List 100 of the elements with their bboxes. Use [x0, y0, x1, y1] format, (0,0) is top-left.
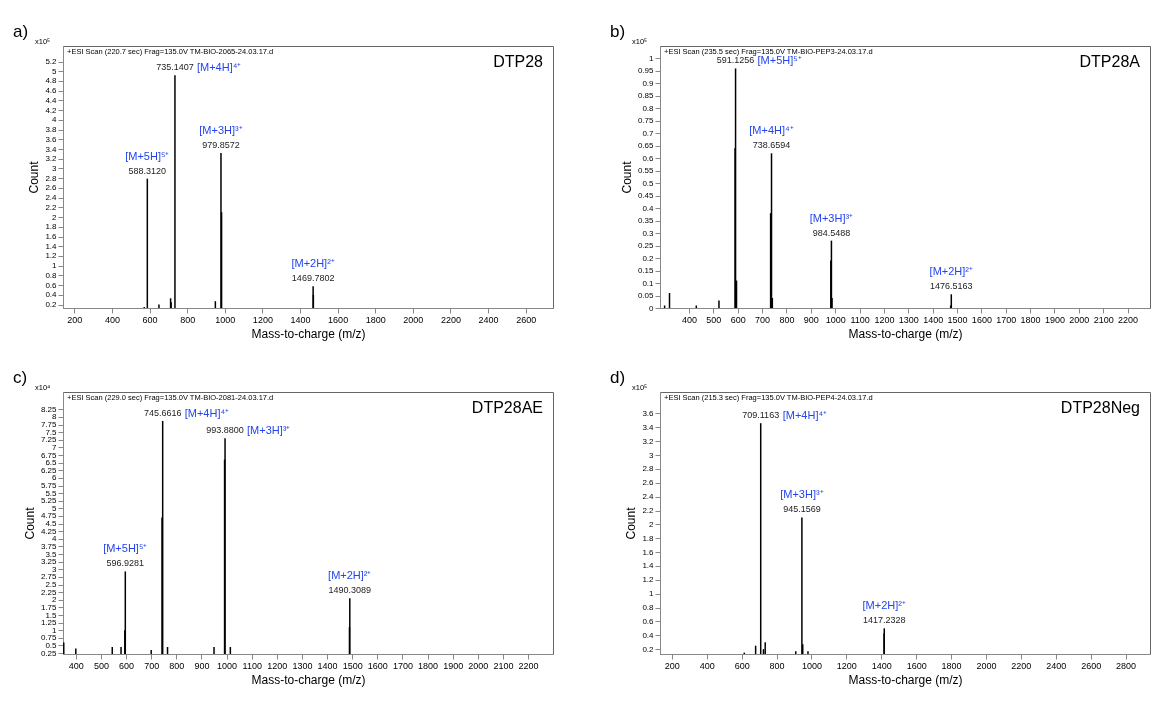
- x-tick-label: 2000: [976, 660, 997, 671]
- x-tick-label: 800: [779, 314, 795, 325]
- y-tick-label: 1: [52, 261, 58, 271]
- x-tick-label: 2600: [516, 314, 537, 325]
- x-tick-label: 1100: [850, 314, 870, 325]
- x-tick-label: 2200: [1011, 660, 1032, 671]
- y-tick-label: 3.8: [45, 125, 58, 135]
- y-tick-label: 0.8: [642, 103, 655, 113]
- x-tick-label: 1000: [215, 314, 236, 325]
- x-tick-label: 1500: [342, 660, 363, 671]
- annotation: 709.1163: [742, 410, 780, 421]
- x-tick-label: 1300: [292, 660, 313, 671]
- x-tick-label: 700: [144, 660, 160, 671]
- x-tick-label: 800: [169, 660, 185, 671]
- y-tick-label: 0.8: [642, 603, 655, 613]
- annotation: 738.6594: [752, 140, 791, 151]
- y-tick-label: 2.8: [642, 464, 655, 474]
- x-tick-label: 2400: [478, 314, 499, 325]
- y-tick-label: 2.2: [45, 202, 58, 212]
- x-tick-label: 1400: [871, 660, 892, 671]
- x-tick-label: 1000: [825, 314, 846, 325]
- x-axis-title: Mass-to-charge (m/z): [251, 672, 366, 687]
- x-tick-label: 1400: [290, 314, 311, 325]
- x-tick-label: 600: [734, 660, 750, 671]
- x-tick-label: 1100: [242, 660, 262, 671]
- y-tick-label: 4: [52, 115, 58, 125]
- annotation: [M+2H]²⁺: [929, 265, 974, 278]
- y-tick-label: 8: [52, 412, 58, 422]
- y-tick-label: 0.5: [45, 640, 58, 650]
- y-tick-label: 0.9: [642, 78, 655, 88]
- x-tick-label: 1000: [217, 660, 238, 671]
- y-tick-label: 6.75: [40, 450, 58, 460]
- y-tick-label: 3.6: [642, 408, 655, 418]
- annotation: [M+2H]²⁺: [862, 599, 906, 612]
- y-tick-label: 3: [649, 450, 655, 460]
- annotation: 588.3120: [128, 165, 167, 176]
- y-tick-label: 5: [52, 503, 58, 513]
- x-tick-label: 500: [706, 314, 722, 325]
- y-tick-label: 0.35: [637, 216, 655, 226]
- x-tick-label: 1200: [836, 660, 857, 671]
- y-tick-label: 2.8: [45, 173, 58, 183]
- y-tick-label: 3: [52, 163, 58, 173]
- x-tick-label: 2000: [1069, 314, 1090, 325]
- x-tick-label: 500: [93, 660, 109, 671]
- x-tick-label: 1800: [418, 660, 439, 671]
- y-tick-label: 0.05: [637, 291, 655, 301]
- y-tick-label: 1.25: [40, 618, 58, 628]
- y-tick-label: 1.5: [45, 610, 58, 620]
- y-tick-label: 7: [52, 442, 58, 452]
- x-tick-label: 400: [681, 314, 698, 325]
- y-tick-label: 1.8: [45, 222, 58, 232]
- y-tick-label: 2.2: [642, 506, 655, 516]
- y-tick-label: 1.4: [45, 241, 58, 251]
- y-tick-label: 5: [52, 66, 58, 76]
- y-tick-label: 5.25: [40, 496, 58, 506]
- annotation: 1490.3089: [328, 585, 372, 596]
- y-tick-label: 4.4: [45, 95, 58, 105]
- annotation: [M+3H]³⁺: [247, 424, 291, 437]
- x-tick-label: 1800: [1020, 314, 1041, 325]
- annotation: 993.8800: [206, 425, 244, 436]
- y-tick-label: 5.75: [40, 481, 58, 491]
- y-tick-label: 3.4: [45, 144, 58, 154]
- y-tick-label: 4: [52, 534, 58, 544]
- annotation: 979.8572: [202, 139, 240, 150]
- y-tick-label: 1.75: [40, 602, 58, 612]
- chart-title: DTP28: [493, 53, 544, 70]
- y-tick-label: 2: [52, 595, 58, 605]
- x-axis-title: Mass-to-charge (m/z): [848, 326, 963, 341]
- y-tick-label: 0.6: [642, 153, 655, 163]
- annotation: 596.9281: [106, 558, 145, 569]
- x-tick-label: 800: [180, 314, 196, 325]
- annotation: [M+4H]⁴⁺: [749, 124, 794, 137]
- y-axis-title: Count: [22, 506, 37, 540]
- y-tick-label: 1.6: [45, 232, 58, 242]
- y-tick-label: 8.25: [40, 404, 58, 414]
- annotation: 745.6616: [143, 407, 182, 418]
- y-tick-label: 1.8: [642, 533, 655, 543]
- y-tick-label: 0.55: [637, 166, 655, 176]
- y-tick-label: 4.5: [45, 519, 58, 529]
- y-tick-label: 2: [649, 519, 655, 529]
- x-tick-label: 1200: [252, 314, 273, 325]
- y-tick-label: 1.4: [642, 561, 655, 571]
- x-tick-label: 600: [119, 660, 135, 671]
- y-tick-label: 0.75: [637, 116, 655, 126]
- annotation: 984.5488: [812, 227, 851, 238]
- x-tick-label: 1700: [996, 314, 1017, 325]
- x-axis-title: Mass-to-charge (m/z): [848, 672, 963, 687]
- y-tick-label: 2.5: [45, 580, 58, 590]
- x-tick-label: 2000: [468, 660, 489, 671]
- y-tick-label: 3.75: [40, 541, 58, 551]
- y-tick-label: 0: [649, 303, 655, 313]
- y-tick-label: 5.2: [45, 57, 58, 67]
- y-tick-label: 0.6: [45, 280, 58, 290]
- y-tick-label: 0.2: [45, 300, 58, 310]
- y-tick-label: 0.4: [45, 290, 58, 300]
- y-tick-label: 0.8: [45, 270, 58, 280]
- y-tick-label: 3.25: [40, 557, 58, 567]
- x-axis-title: Mass-to-charge (m/z): [251, 326, 366, 341]
- y-tick-label: 4.2: [45, 105, 58, 115]
- x-tick-label: 800: [769, 660, 785, 671]
